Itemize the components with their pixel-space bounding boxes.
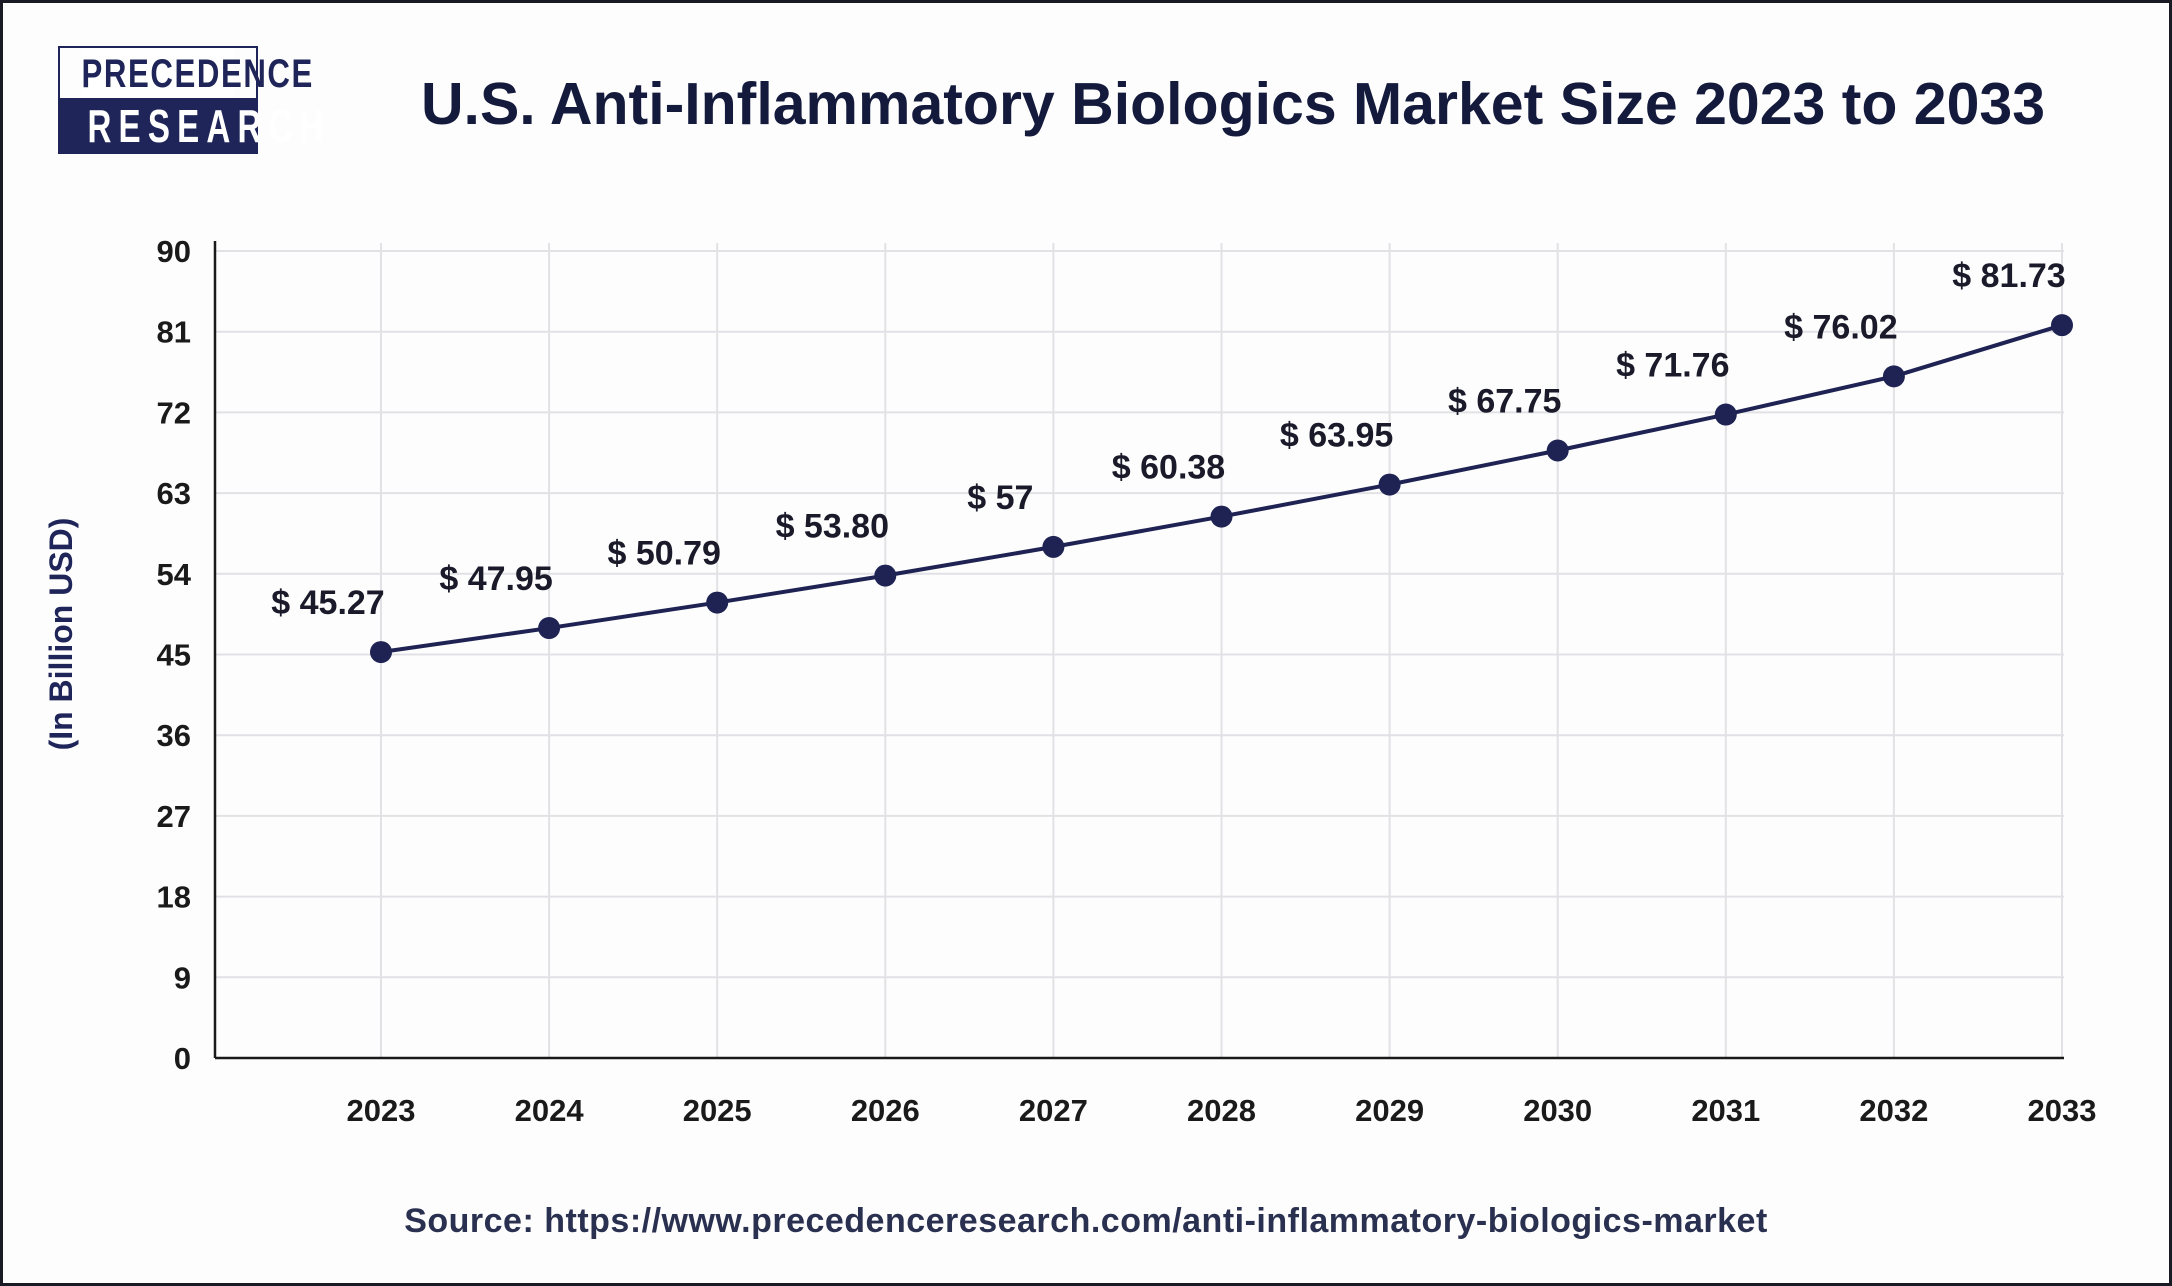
data-label: $ 47.95 xyxy=(439,560,552,598)
x-tick-label: 2026 xyxy=(851,1093,920,1128)
x-tick-label: 2024 xyxy=(515,1093,585,1128)
x-tick-label: 2031 xyxy=(1691,1093,1760,1128)
y-tick-label: 18 xyxy=(157,880,191,915)
data-point xyxy=(1714,403,1737,426)
data-label: $ 53.80 xyxy=(776,508,889,546)
data-label: $ 60.38 xyxy=(1112,449,1225,487)
data-label: $ 76.02 xyxy=(1784,308,1897,346)
data-point xyxy=(538,617,561,640)
x-tick-label: 2032 xyxy=(1859,1093,1928,1128)
data-point xyxy=(1546,439,1569,462)
y-tick-label: 45 xyxy=(157,638,191,673)
data-label: $ 50.79 xyxy=(607,535,720,573)
data-label: $ 45.27 xyxy=(271,584,384,622)
y-tick-label: 63 xyxy=(157,476,191,511)
y-axis-title: (In Billion USD) xyxy=(43,518,79,751)
data-point xyxy=(1378,473,1401,496)
x-tick-label: 2025 xyxy=(683,1093,752,1128)
data-point xyxy=(370,641,392,664)
data-point xyxy=(706,591,729,614)
data-label: $ 67.75 xyxy=(1448,383,1561,421)
chart-title: U.S. Anti-Inflammatory Biologics Market … xyxy=(420,71,2046,137)
data-point xyxy=(1210,505,1233,528)
y-tick-label: 54 xyxy=(157,557,192,592)
x-tick-label: 2030 xyxy=(1523,1093,1592,1128)
y-tick-label: 27 xyxy=(157,799,191,834)
y-tick-label: 0 xyxy=(174,1041,191,1076)
x-tick-label: 2033 xyxy=(2028,1093,2097,1128)
data-point xyxy=(874,564,897,587)
x-tick-label: 2029 xyxy=(1355,1093,1424,1128)
data-label: $ 81.73 xyxy=(1952,257,2065,295)
data-point xyxy=(2051,314,2073,337)
source-text: Source: https://www.precedenceresearch.c… xyxy=(404,1202,1768,1240)
x-tick-label: 2028 xyxy=(1187,1093,1256,1128)
y-tick-label: 90 xyxy=(157,234,191,269)
data-label: $ 57 xyxy=(967,479,1033,517)
y-tick-label: 9 xyxy=(174,960,191,995)
y-tick-label: 36 xyxy=(157,718,191,753)
data-label: $ 63.95 xyxy=(1280,417,1393,455)
data-label: $ 71.76 xyxy=(1616,347,1729,385)
x-tick-label: 2027 xyxy=(1019,1093,1088,1128)
x-tick-label: 2023 xyxy=(347,1093,416,1128)
y-tick-label: 81 xyxy=(157,315,191,350)
data-point xyxy=(1882,365,1905,388)
y-tick-label: 72 xyxy=(157,395,191,430)
data-point xyxy=(1042,535,1065,558)
